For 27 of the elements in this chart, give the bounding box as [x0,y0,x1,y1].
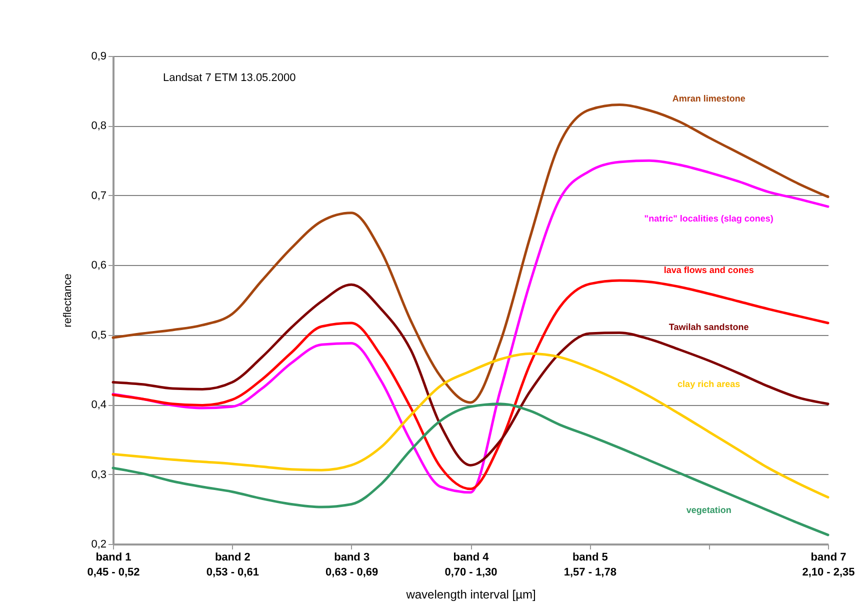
y-tick-label: 0,6 [91,260,106,272]
x-tick-label: band 2 0,53 - 0,61 [206,552,259,578]
line-series [112,402,830,536]
y-tick-label: 0,4 [91,399,106,412]
text: clay rich areas [678,379,740,390]
x-axis-title: wavelength interval [µm] [405,588,536,602]
line-series [112,159,830,494]
y-tick-label: 0,5 [91,329,106,342]
line-series [112,104,830,404]
y-axis-title: reflectance [62,274,74,328]
x-tick-label: band 1 0,45 - 0,52 [87,552,140,578]
x-tick-label: band 3 0,63 - 0,69 [326,552,378,578]
y-tick-label: 0,8 [91,120,106,132]
x-tick-label: band 5 1,57 - 1,78 [564,552,616,578]
text: "natric" localities (slag cones) [644,214,774,224]
y-tick-label: 0,2 [91,538,106,550]
y-tick-label: 0,3 [91,468,106,481]
series-label: lava flows and cones [664,264,754,275]
series-label: Amran limestone [672,93,746,104]
series-label: Tawilah sandstone [668,322,749,332]
x-tick-label: band 7 2,10 - 2,35 [802,552,855,578]
x-tick-label: band 4 0,70 - 1,30 [444,552,498,578]
annotation: Landsat 7 ETM 13.05.2000 [163,72,296,84]
y-tick-label: 0,9 [91,50,106,62]
series-label: vegetation [686,504,732,515]
line-series [112,352,830,499]
y-tick-label: 0,7 [91,190,106,202]
